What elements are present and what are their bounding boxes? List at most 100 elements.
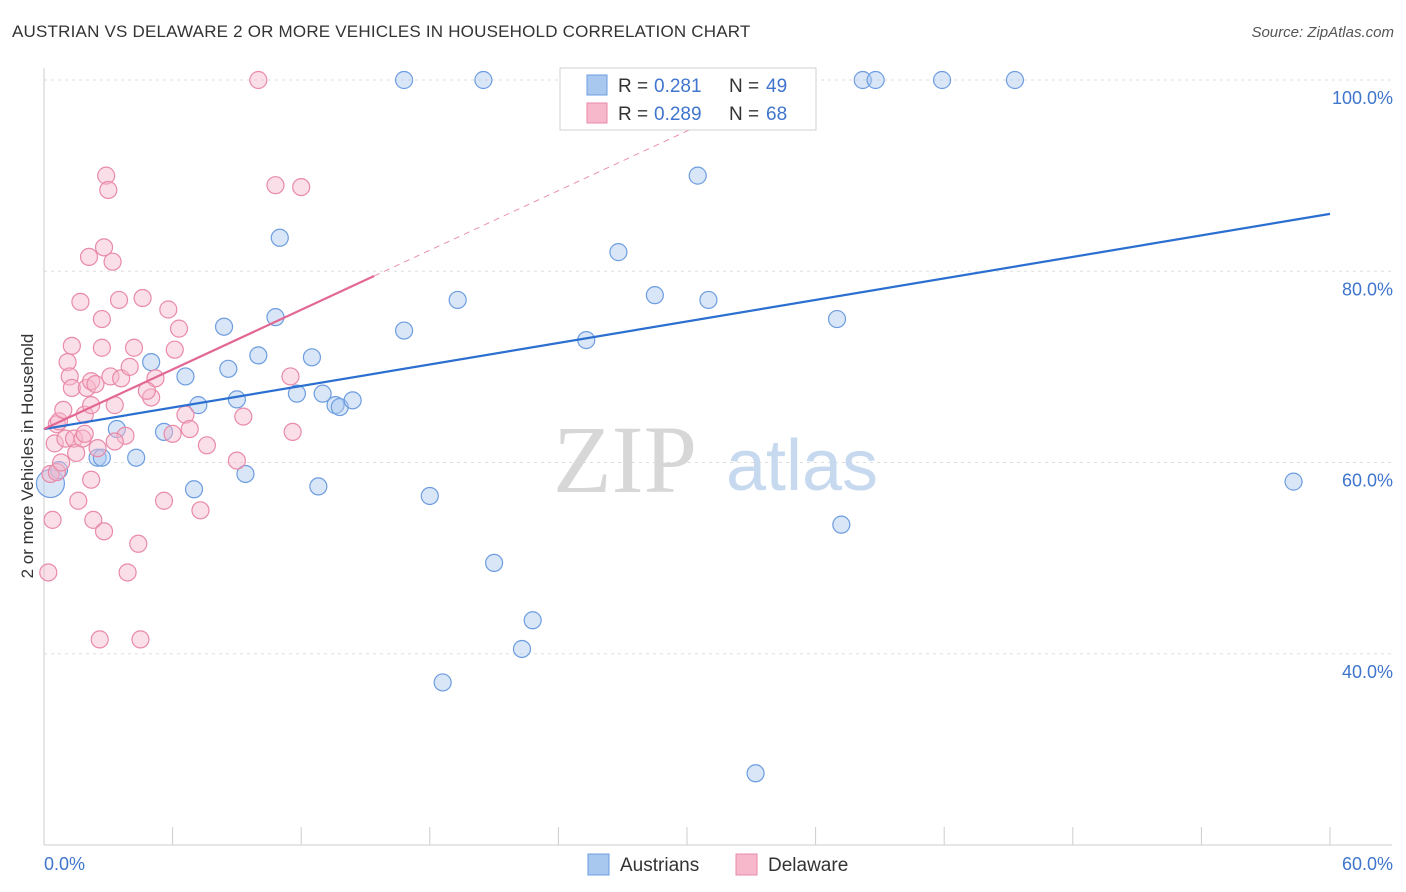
legend-n-label: N =	[729, 104, 759, 125]
legend-r-value: 0.281	[654, 76, 702, 97]
austrians-point	[699, 290, 718, 310]
austrians-point	[853, 70, 872, 90]
bottom-legend-label-delaware: Delaware	[768, 855, 848, 876]
delaware-point	[90, 630, 109, 649]
delaware-trend-line	[43, 275, 375, 431]
austrians-point	[266, 308, 285, 327]
delaware-point	[292, 178, 311, 197]
austrians-point	[609, 243, 628, 262]
delaware-point	[191, 501, 210, 520]
y-tick-label: 40.0%	[1342, 662, 1393, 682]
watermark: ZIP atlas	[553, 406, 878, 513]
chart-title: AUSTRIAN VS DELAWARE 2 OR MORE VEHICLES …	[12, 22, 751, 41]
bottom-legend-label-austrians: Austrians	[620, 855, 699, 876]
austrians-point	[932, 70, 952, 90]
delaware-point	[118, 563, 137, 582]
austrians-point	[866, 70, 885, 90]
delaware-point	[62, 336, 81, 355]
delaware-point	[105, 432, 124, 451]
bottom-legend-swatch-austrians	[587, 853, 610, 876]
delaware-point	[283, 422, 302, 441]
delaware-point	[116, 426, 135, 445]
delaware-point	[79, 247, 99, 267]
delaware-point	[54, 400, 73, 420]
delaware-point	[84, 510, 103, 529]
watermark-atlas: atlas	[726, 426, 878, 506]
delaware-point	[131, 630, 150, 649]
austrians-point	[433, 673, 452, 692]
delaware-point	[60, 367, 79, 386]
y-tick-label: 60.0%	[1342, 471, 1393, 491]
delaware-point	[45, 434, 64, 453]
delaware-point	[39, 563, 58, 582]
austrians-point	[309, 477, 328, 496]
delaware-point	[62, 378, 81, 398]
delaware-point	[52, 453, 71, 472]
x-tick-label-left: 0.0%	[44, 854, 85, 874]
austrians-point	[1284, 472, 1303, 491]
x-tick-label-right: 60.0%	[1342, 854, 1393, 874]
austrians-point	[92, 448, 111, 467]
watermark-zip: ZIP	[553, 406, 697, 513]
austrians-point	[420, 486, 439, 506]
delaware-point	[154, 491, 174, 510]
delaware-point	[82, 470, 101, 489]
austrians-point	[1005, 70, 1025, 90]
austrians-trend-line	[43, 212, 1331, 431]
delaware-point	[103, 252, 122, 271]
austrians-point	[645, 286, 664, 305]
delaware-point	[69, 491, 88, 510]
delaware-point	[109, 290, 129, 310]
bottom-legend-swatch-delaware	[735, 853, 758, 876]
delaware-point	[163, 424, 182, 443]
data-points	[35, 70, 1303, 783]
austrians-point	[270, 228, 289, 247]
austrians-point	[827, 309, 847, 329]
austrians-point	[302, 348, 322, 367]
legend-n-value: 49	[766, 76, 787, 97]
gridlines	[44, 79, 1392, 655]
austrians-point	[219, 359, 238, 378]
legend-n-value: 68	[766, 104, 787, 125]
austrians-point	[523, 611, 542, 630]
delaware-point	[165, 340, 184, 359]
delaware-point	[266, 176, 285, 195]
austrians-point	[394, 321, 414, 340]
legend: R = 0.281 N = 49 R = 0.289 N = 68	[559, 67, 817, 131]
delaware-point	[75, 424, 94, 443]
delaware-point	[197, 436, 216, 455]
austrians-point	[214, 317, 234, 336]
austrians-point	[832, 515, 851, 534]
delaware-point	[94, 238, 114, 257]
y-axis-label: 2 or more Vehicles in Household	[18, 334, 37, 579]
delaware-point	[159, 300, 178, 319]
austrians-point	[176, 367, 195, 386]
axes	[43, 68, 1392, 846]
delaware-point	[71, 292, 90, 311]
austrians-point	[142, 352, 161, 372]
austrians-point	[313, 384, 332, 403]
y-tick-label: 100.0%	[1332, 88, 1393, 108]
delaware-point	[94, 522, 114, 541]
delaware-point	[180, 419, 199, 439]
austrians-point	[746, 764, 765, 783]
delaware-point	[120, 357, 139, 376]
delaware-point	[133, 288, 152, 308]
delaware-point	[124, 338, 144, 357]
austrians-point	[688, 166, 707, 185]
delaware-point	[249, 70, 268, 90]
legend-n-label: N =	[729, 76, 759, 97]
y-tick-label: 80.0%	[1342, 279, 1393, 299]
delaware-point	[92, 338, 111, 357]
delaware-point	[227, 451, 246, 470]
legend-r-label: R =	[618, 104, 648, 125]
delaware-point	[281, 367, 300, 386]
delaware-point	[47, 462, 66, 482]
austrians-point	[512, 639, 532, 659]
delaware-point	[41, 464, 60, 484]
chart-source: Source: ZipAtlas.com	[1251, 24, 1394, 41]
x-tick-labels: 0.0% 60.0%	[44, 854, 1393, 874]
austrians-point	[287, 384, 307, 403]
delaware-point	[234, 407, 253, 426]
